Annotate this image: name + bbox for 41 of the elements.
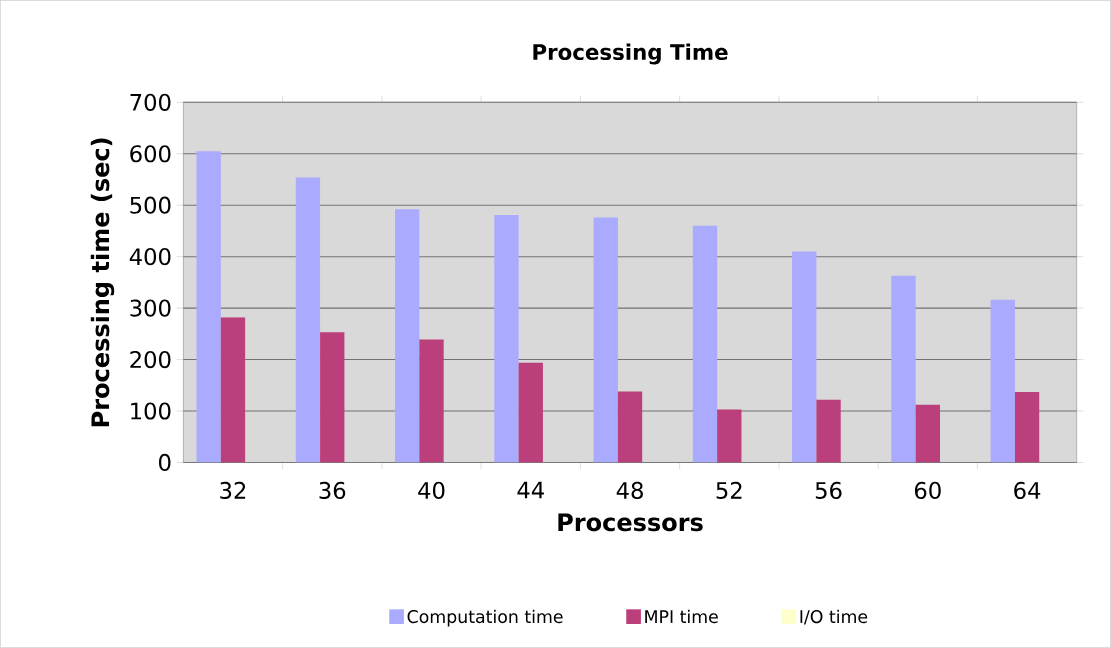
y-tick-label: 200 [130, 351, 171, 369]
y-tick-label: 600 [130, 145, 171, 163]
legend-label: MPI time [645, 609, 718, 624]
x-tick-label: 36 [319, 481, 346, 500]
bar [518, 362, 543, 463]
bar [196, 151, 221, 463]
bar [915, 404, 940, 463]
x-tick-label: 60 [914, 481, 941, 500]
bar [494, 215, 519, 463]
legend-label: I/O time [800, 609, 868, 625]
bar [220, 317, 246, 463]
y-tick-label: 0 [159, 453, 171, 472]
x-tick-label: 48 [616, 481, 643, 500]
bar [792, 251, 817, 463]
chart-title: Processing Time [533, 43, 728, 65]
x-tick-label: 52 [716, 481, 742, 500]
bar [593, 217, 618, 463]
bar [419, 339, 444, 463]
x-tick-label: 44 [517, 481, 544, 499]
bar [816, 399, 841, 463]
x-tick-label: 56 [815, 481, 842, 500]
bar [1014, 392, 1040, 463]
y-tick-label: 100 [131, 402, 171, 420]
x-tick-label: 64 [1014, 481, 1041, 500]
x-axis-title: Processors [558, 513, 703, 532]
bar [990, 299, 1015, 463]
bar [395, 209, 420, 463]
y-tick-label: 500 [130, 196, 171, 214]
x-tick-label: 32 [220, 481, 246, 500]
bar [295, 177, 321, 463]
y-axis-title: Processing time (sec) [90, 138, 115, 427]
bar [617, 391, 643, 463]
legend-label: Computation time [407, 609, 563, 627]
bar [692, 225, 718, 463]
bar [320, 332, 345, 463]
bar [717, 409, 742, 463]
y-tick-label: 700 [130, 93, 171, 111]
bar [891, 275, 916, 463]
x-tick-label: 40 [418, 481, 445, 500]
y-tick-label: 400 [129, 248, 171, 266]
y-tick-label: 300 [130, 299, 171, 317]
